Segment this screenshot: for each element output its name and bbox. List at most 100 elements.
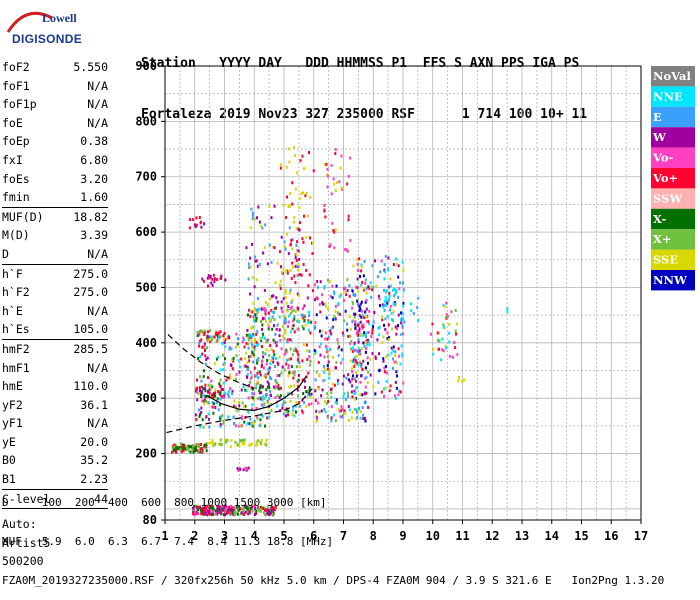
echo-mark xyxy=(329,347,332,351)
echo-mark xyxy=(269,389,272,393)
echo-mark xyxy=(362,323,365,327)
echo-mark xyxy=(402,312,405,316)
echo-mark xyxy=(202,387,205,391)
echo-mark xyxy=(267,323,270,327)
echo-mark xyxy=(256,361,259,365)
echo-mark xyxy=(349,359,352,363)
echo-mark xyxy=(255,340,258,344)
echo-mark xyxy=(358,327,361,331)
echo-mark xyxy=(263,288,266,292)
echo-mark xyxy=(347,334,350,338)
echo-mark xyxy=(344,412,347,416)
echo-mark xyxy=(242,509,245,513)
echo-mark xyxy=(201,330,204,334)
echo-mark xyxy=(268,370,271,374)
echo-mark xyxy=(365,391,368,395)
legend-swatch xyxy=(651,208,695,230)
echo-mark xyxy=(302,214,305,218)
echo-mark xyxy=(221,342,224,346)
echo-mark xyxy=(357,321,360,325)
echo-mark xyxy=(205,346,208,350)
echo-mark xyxy=(199,355,202,359)
echo-mark xyxy=(402,268,405,272)
echo-mark xyxy=(214,406,217,410)
echo-mark xyxy=(289,269,292,273)
echo-mark xyxy=(360,263,363,267)
echo-mark xyxy=(314,378,317,382)
echo-mark xyxy=(356,415,359,419)
echo-mark xyxy=(268,204,271,208)
echo-mark xyxy=(212,402,215,406)
echo-mark xyxy=(257,358,260,362)
echo-mark xyxy=(259,505,262,509)
echo-mark xyxy=(240,438,243,442)
echo-mark xyxy=(356,386,359,390)
echo-mark xyxy=(259,385,262,389)
echo-mark xyxy=(204,506,207,510)
echo-mark xyxy=(362,359,365,363)
echo-mark xyxy=(338,345,341,349)
y-tick-label: 700 xyxy=(135,170,157,184)
echo-mark xyxy=(265,443,268,447)
echo-mark xyxy=(256,416,259,420)
param-label: B1 xyxy=(2,472,16,487)
echo-mark xyxy=(357,351,360,355)
echo-mark xyxy=(445,301,448,305)
echo-mark xyxy=(249,507,252,511)
echo-mark xyxy=(253,366,256,370)
echo-mark xyxy=(315,313,318,317)
echo-mark xyxy=(349,347,352,351)
echo-mark xyxy=(289,288,292,292)
echo-mark xyxy=(283,244,286,248)
echo-mark xyxy=(257,506,260,510)
echo-mark xyxy=(205,358,208,362)
echo-mark xyxy=(244,505,247,509)
echo-mark xyxy=(276,261,279,265)
echo-mark xyxy=(292,323,295,327)
echo-mark xyxy=(331,296,334,300)
echo-mark xyxy=(261,385,264,389)
echo-mark xyxy=(229,504,232,508)
echo-mark xyxy=(208,425,211,429)
echo-mark xyxy=(224,345,227,349)
echo-mark xyxy=(328,280,331,284)
echo-mark xyxy=(463,378,466,382)
echo-mark xyxy=(301,411,304,415)
echo-mark xyxy=(245,374,248,378)
echo-mark xyxy=(330,387,333,391)
echo-mark xyxy=(216,397,219,401)
echo-mark xyxy=(345,293,348,297)
echo-mark xyxy=(409,302,412,306)
echo-mark xyxy=(302,263,305,267)
param-row: foEp 0.38 xyxy=(2,132,108,151)
echo-mark xyxy=(339,409,342,413)
param-label: h`F2 xyxy=(2,285,30,300)
echo-mark xyxy=(213,277,216,281)
echo-mark xyxy=(365,335,368,339)
echo-mark xyxy=(359,274,362,278)
echo-mark xyxy=(330,192,333,196)
echo-mark xyxy=(229,387,232,391)
echo-mark xyxy=(196,508,199,512)
echo-mark xyxy=(255,216,258,220)
echo-mark xyxy=(272,385,275,389)
echo-mark xyxy=(173,445,176,449)
echo-mark xyxy=(386,315,389,319)
echo-mark xyxy=(273,204,276,208)
echo-mark xyxy=(398,354,401,358)
echo-mark xyxy=(326,185,329,189)
echo-mark xyxy=(441,348,444,352)
echo-mark xyxy=(211,506,214,510)
echo-mark xyxy=(296,240,299,244)
echo-mark xyxy=(238,404,241,408)
echo-mark xyxy=(209,276,212,280)
echo-mark xyxy=(276,385,279,389)
param-value: 35.2 xyxy=(80,453,108,468)
echo-mark xyxy=(280,371,283,375)
echo-mark xyxy=(353,323,356,327)
echo-mark xyxy=(266,385,269,389)
echo-mark xyxy=(393,360,396,364)
echo-mark xyxy=(429,332,432,336)
echo-mark xyxy=(274,508,277,512)
echo-mark xyxy=(355,410,358,414)
